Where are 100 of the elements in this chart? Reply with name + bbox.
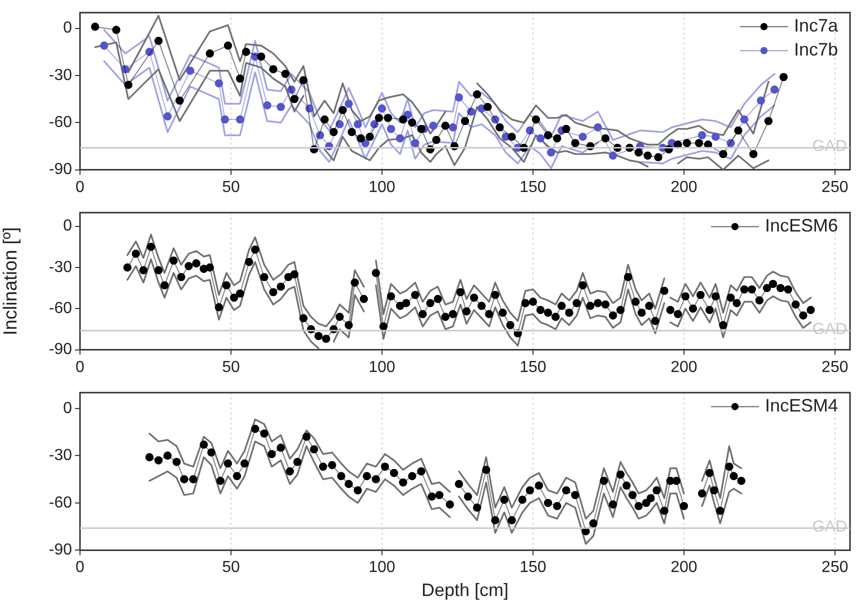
point — [344, 100, 353, 108]
x-tick-label: 200 — [670, 559, 698, 576]
legend-label: IncESM4 — [764, 396, 838, 416]
y-tick-label: -90 — [48, 542, 72, 559]
point — [491, 115, 500, 124]
x-tick-label: 200 — [670, 358, 698, 376]
y-tick-label: -30 — [48, 66, 72, 84]
point — [544, 131, 552, 140]
point — [338, 106, 347, 114]
point — [281, 70, 290, 78]
x-tick-label: 0 — [76, 559, 85, 576]
point — [176, 96, 184, 105]
point — [429, 122, 438, 130]
point — [214, 79, 223, 88]
point — [408, 118, 416, 127]
point — [163, 112, 172, 120]
x-tick-label: 250 — [822, 559, 848, 576]
point — [320, 115, 329, 124]
point — [186, 66, 194, 75]
y-tick-label: 0 — [63, 20, 72, 37]
point — [578, 132, 587, 141]
point — [356, 134, 365, 142]
point — [764, 116, 773, 126]
point — [374, 114, 384, 122]
x-tick-label: 100 — [368, 559, 396, 576]
point — [154, 36, 163, 45]
y-tick-label: 0 — [63, 400, 72, 417]
x-tick-label: 0 — [76, 178, 85, 196]
point — [370, 120, 379, 128]
x-tick-label: 100 — [368, 358, 396, 376]
point — [316, 131, 324, 140]
x-tick-label: 250 — [822, 358, 848, 376]
point — [386, 124, 396, 134]
x-tick-label: 50 — [222, 358, 240, 376]
point — [236, 115, 244, 124]
point — [124, 80, 132, 90]
point — [698, 131, 706, 140]
point — [257, 52, 266, 61]
point — [354, 120, 362, 128]
y-axis-title: Inclination [º] — [0, 227, 22, 336]
x-tick-label: 50 — [222, 178, 240, 196]
point — [399, 115, 408, 124]
point — [145, 48, 154, 56]
y-tick-label: -60 — [48, 114, 72, 132]
y-tick-label: -30 — [48, 258, 72, 276]
point — [290, 94, 298, 104]
point — [299, 76, 308, 84]
point — [242, 48, 250, 56]
point — [112, 26, 120, 34]
point — [460, 116, 470, 126]
y-tick-label: -30 — [48, 447, 72, 464]
x-tick-label: 200 — [670, 178, 698, 196]
point — [740, 115, 748, 124]
x-tick-label: 250 — [822, 178, 848, 196]
legend-label: IncESM6 — [764, 216, 838, 236]
point — [384, 114, 392, 122]
point — [269, 65, 278, 74]
point — [287, 86, 296, 94]
point — [726, 138, 735, 148]
point — [454, 93, 464, 102]
y-tick-label: -90 — [48, 161, 72, 178]
y-tick-label: 0 — [63, 218, 72, 235]
x-tick-label: 100 — [368, 178, 396, 196]
point — [562, 124, 570, 134]
point — [441, 122, 450, 130]
point — [305, 104, 314, 113]
point — [634, 148, 643, 157]
point — [770, 86, 779, 94]
x-tick-label: 150 — [520, 358, 546, 376]
point — [496, 123, 504, 132]
y-tick-label: -60 — [48, 300, 72, 318]
point — [472, 90, 482, 98]
point — [91, 22, 100, 31]
point — [532, 115, 540, 124]
point — [206, 49, 214, 58]
point — [526, 126, 534, 135]
point — [734, 126, 742, 135]
point — [276, 102, 285, 112]
x-tick-label: 50 — [222, 559, 240, 576]
point — [236, 74, 244, 83]
point — [466, 108, 476, 116]
y-tick-label: -90 — [48, 341, 72, 358]
point — [432, 136, 440, 144]
x-tick-label: 0 — [76, 358, 85, 376]
point — [608, 152, 618, 160]
point — [719, 150, 728, 158]
point — [448, 123, 458, 132]
point — [536, 134, 545, 142]
point — [220, 115, 230, 124]
point — [348, 128, 356, 136]
point — [553, 134, 562, 142]
point — [756, 96, 766, 105]
point — [546, 148, 556, 157]
point — [121, 65, 130, 74]
point — [330, 128, 338, 136]
legend-label: Inc7a — [794, 16, 839, 36]
point — [694, 138, 704, 148]
point — [749, 150, 758, 158]
point — [594, 123, 602, 132]
point — [336, 120, 344, 128]
